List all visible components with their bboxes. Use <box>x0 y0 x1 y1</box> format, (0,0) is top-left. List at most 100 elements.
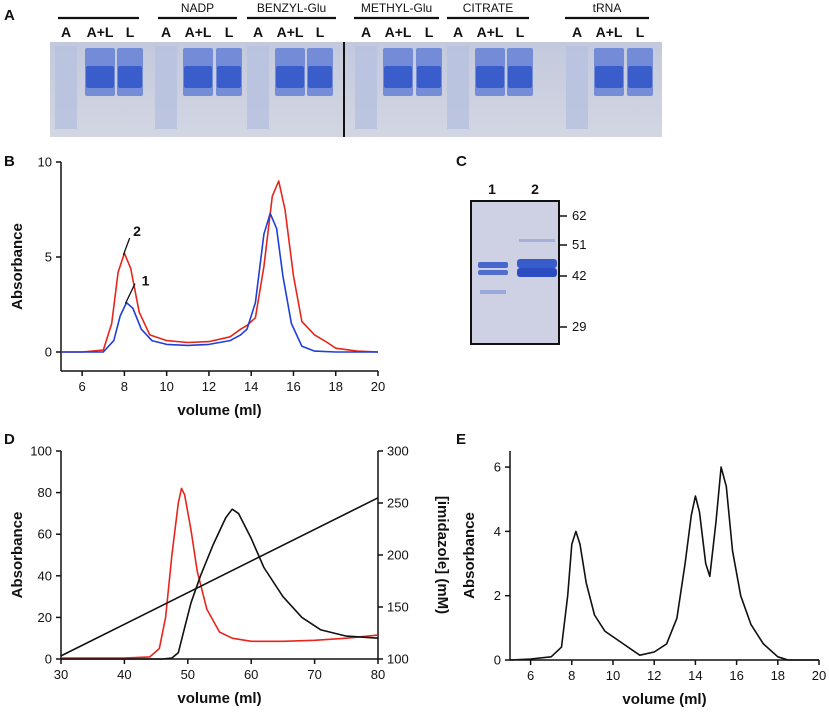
marker-label: 42 <box>572 268 586 283</box>
gel-lane-smear <box>55 46 77 129</box>
gel-band-core <box>417 66 441 88</box>
gel-band-core <box>595 66 623 88</box>
gel-band <box>517 259 557 268</box>
y2-tick-label: 100 <box>387 652 409 667</box>
x-tick-label: 80 <box>371 667 385 682</box>
y2-tick-label: 250 <box>387 496 409 511</box>
y2-axis-title: [imidazole] (mM) <box>434 496 451 614</box>
series-line-0 <box>509 466 819 661</box>
chart-e: 6 8 10 12 14 16 18 20 0 2 4 6 volume (ml) Absorbance <box>461 451 826 708</box>
gel-band <box>478 270 508 275</box>
x-tick-label: 14 <box>688 668 702 683</box>
gel-band-core <box>308 66 332 88</box>
gel-lane-smear <box>155 46 177 129</box>
lane-label: A+L <box>385 24 412 40</box>
lane-label: 1 <box>488 181 496 197</box>
x-tick-label: 8 <box>568 668 575 683</box>
panel-d-label: D <box>4 431 15 448</box>
y2-tick-label: 150 <box>387 600 409 615</box>
series-line-1 <box>61 212 378 353</box>
lane-label: L <box>316 24 325 40</box>
series-line-0 <box>61 487 379 659</box>
panel-b-label: B <box>4 153 15 170</box>
x-tick-label: 60 <box>244 667 258 682</box>
x-tick-label: 12 <box>647 668 661 683</box>
gel-band-faint <box>480 290 506 294</box>
gel-band-core <box>476 66 504 88</box>
y-axis-title: Absorbance <box>9 512 26 599</box>
gel-band-core <box>508 66 532 88</box>
x-tick-label: 14 <box>244 379 258 394</box>
y-tick-label: 2 <box>494 588 501 603</box>
y-tick-label: 0 <box>45 652 52 667</box>
marker-label: 29 <box>572 319 586 334</box>
x-tick-label: 40 <box>117 667 131 682</box>
gel-lane-smear <box>447 46 469 129</box>
gel-band <box>478 262 508 268</box>
x-tick-label: 30 <box>54 667 68 682</box>
lane-label: L <box>516 24 525 40</box>
x-tick-label: 50 <box>181 667 195 682</box>
panel-c-label: C <box>456 153 467 170</box>
y-tick-label: 6 <box>494 460 501 475</box>
x-tick-label: 16 <box>729 668 743 683</box>
x-tick-label: 20 <box>371 379 385 394</box>
y2-tick-label: 300 <box>387 444 409 459</box>
lane-label: A+L <box>185 24 212 40</box>
gel-lane-smear <box>355 46 377 129</box>
lane-label: L <box>126 24 135 40</box>
x-tick-label: 6 <box>79 379 86 394</box>
x-tick-label: 70 <box>307 667 321 682</box>
gel-panel-a: A A+L L NADP A A+L L BENZYL-Glu A A+L L METHYL-Glu A… <box>50 1 662 137</box>
lane-label: A <box>253 24 263 40</box>
y-tick-label: 20 <box>38 610 52 625</box>
annotation-label: 2 <box>133 223 141 239</box>
y-tick-label: 4 <box>494 524 501 539</box>
x-axis-title: volume (ml) <box>622 691 706 708</box>
gel-band-core <box>184 66 212 88</box>
x-tick-label: 18 <box>328 379 342 394</box>
y-tick-label: 100 <box>30 444 52 459</box>
y-tick-label: 40 <box>38 568 52 583</box>
gel-band-core <box>384 66 412 88</box>
x-axis-title: volume (ml) <box>177 402 261 419</box>
x-tick-label: 18 <box>771 668 785 683</box>
x-tick-label: 16 <box>286 379 300 394</box>
gel-band-core <box>118 66 142 88</box>
group-label: NADP <box>181 1 214 15</box>
y2-tick-label: 200 <box>387 548 409 563</box>
group-label: METHYL-Glu <box>361 1 432 15</box>
x-tick-label: 20 <box>812 668 826 683</box>
x-tick-label: 10 <box>159 379 173 394</box>
lane-label: A <box>361 24 371 40</box>
lane-label: L <box>425 24 434 40</box>
gel-lane-smear <box>247 46 269 129</box>
lane-label: A <box>61 24 71 40</box>
series-line-2 <box>60 497 379 657</box>
group-label: BENZYL-Glu <box>257 1 326 15</box>
gel-band <box>517 268 557 277</box>
panel-a-label: A <box>4 7 15 24</box>
gel-band-core <box>86 66 114 88</box>
annotation-label: 1 <box>142 273 150 289</box>
marker-label: 62 <box>572 208 586 223</box>
lane-label: A+L <box>477 24 504 40</box>
lane-label: A+L <box>277 24 304 40</box>
x-tick-label: 12 <box>202 379 216 394</box>
lane-label: A <box>572 24 582 40</box>
group-label: tRNA <box>593 1 622 15</box>
gel-band-core <box>217 66 241 88</box>
annotation-leader <box>124 283 136 304</box>
panel-e-label: E <box>456 431 466 448</box>
y-axis-title: Absorbance <box>461 512 478 599</box>
x-tick-label: 8 <box>121 379 128 394</box>
x-tick-label: 10 <box>606 668 620 683</box>
gel-band-core <box>628 66 652 88</box>
lane-label: A+L <box>87 24 114 40</box>
lane-label: A+L <box>596 24 623 40</box>
group-label: CITRATE <box>463 1 513 15</box>
lane-label: 2 <box>531 181 539 197</box>
